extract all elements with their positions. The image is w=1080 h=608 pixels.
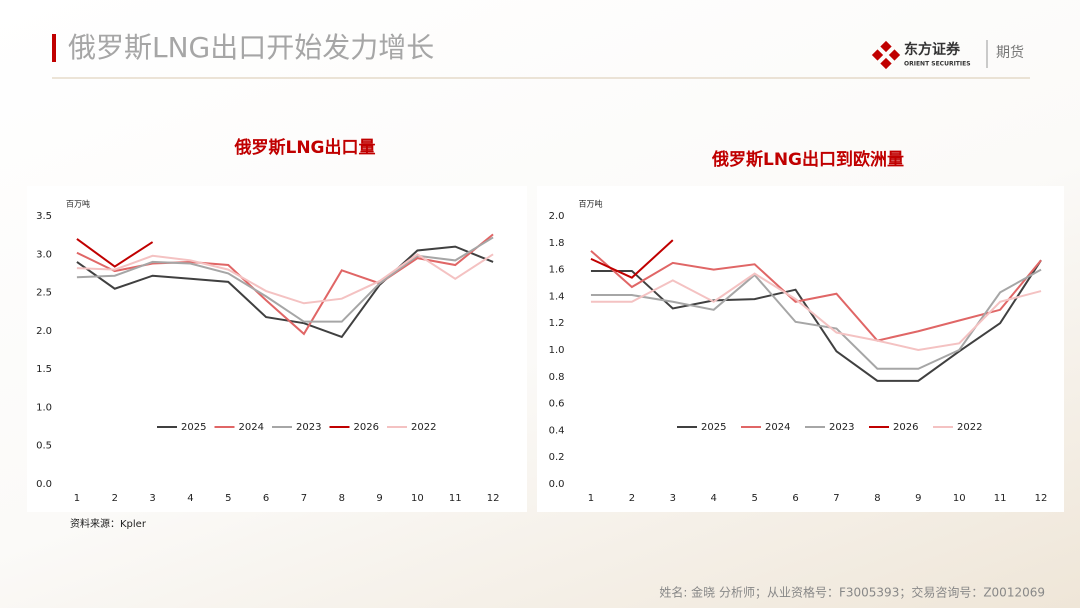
chart-panel: [27, 186, 527, 512]
chart-title: 俄罗斯LNG出口量: [233, 137, 375, 158]
y-tick-label: 0.0: [549, 479, 565, 490]
x-tick-label: 7: [833, 493, 839, 504]
y-tick-label: 1.6: [549, 265, 565, 276]
legend-label: 2023: [296, 422, 321, 433]
x-tick-label: 6: [792, 493, 798, 504]
legend-label: 2024: [765, 422, 790, 433]
y-tick-label: 0.8: [549, 372, 565, 383]
y-axis-unit: 百万吨: [579, 199, 603, 209]
y-tick-label: 1.0: [36, 402, 52, 413]
y-tick-label: 0.2: [549, 452, 565, 463]
legend-label: 2025: [701, 422, 726, 433]
legend-label: 2023: [829, 422, 854, 433]
x-tick-label: 10: [411, 493, 424, 504]
x-tick-label: 3: [670, 493, 676, 504]
legend-label: 2022: [411, 422, 436, 433]
y-tick-label: 0.5: [36, 441, 52, 452]
y-tick-label: 1.5: [36, 364, 52, 375]
legend-label: 2026: [893, 422, 918, 433]
y-tick-label: 3.0: [36, 249, 52, 260]
x-tick-label: 2: [629, 493, 635, 504]
series-line: [590, 268, 1042, 370]
legend-label: 2024: [239, 422, 264, 433]
series-line: [590, 250, 1042, 342]
y-tick-label: 0.6: [549, 399, 565, 410]
x-tick-label: 3: [149, 493, 155, 504]
x-tick-label: 2: [112, 493, 118, 504]
chart-title: 俄罗斯LNG出口到欧洲量: [711, 149, 904, 170]
x-tick-label: 12: [1035, 493, 1048, 504]
title-accent: [52, 34, 56, 62]
y-tick-label: 0.0: [36, 479, 52, 490]
series-line: [76, 238, 154, 268]
legend-label: 2025: [181, 422, 206, 433]
x-tick-label: 12: [487, 493, 500, 504]
series-line: [590, 272, 1042, 352]
x-tick-label: 9: [376, 493, 382, 504]
y-tick-label: 1.4: [549, 291, 565, 302]
x-tick-label: 9: [915, 493, 921, 504]
footer: 姓名: 金晓 分析师；从业资格号：F3005393；交易咨询号：Z0012069: [659, 585, 1045, 600]
x-tick-label: 8: [339, 493, 345, 504]
series-line: [590, 239, 674, 279]
x-tick-label: 11: [449, 493, 462, 504]
x-tick-label: 6: [263, 493, 269, 504]
x-tick-label: 5: [751, 493, 757, 504]
x-tick-label: 7: [301, 493, 307, 504]
slide-title: 俄罗斯LNG出口开始发力增长: [68, 31, 434, 64]
logo-sub: ORIENT SECURITIES: [904, 61, 971, 68]
y-tick-label: 2.5: [36, 288, 52, 299]
source: 资料来源：Kpler: [70, 517, 147, 530]
series-line: [76, 253, 494, 305]
logo: 东方证券 ORIENT SECURITIES 期货: [871, 40, 1024, 70]
x-tick-label: 10: [953, 493, 966, 504]
chart-panel: [537, 186, 1064, 512]
y-tick-label: 3.5: [36, 211, 52, 222]
x-tick-label: 1: [588, 493, 594, 504]
legend-label: 2026: [354, 422, 379, 433]
logo-text: 东方证券: [904, 41, 961, 58]
series-line: [590, 259, 1042, 382]
series-line: [76, 236, 494, 323]
y-tick-label: 1.0: [549, 345, 565, 356]
y-tick-label: 2.0: [549, 211, 565, 222]
brand-right: 期货: [996, 44, 1024, 61]
x-tick-label: 5: [225, 493, 231, 504]
y-tick-label: 2.0: [36, 326, 52, 337]
y-tick-label: 1.8: [549, 238, 565, 249]
x-tick-label: 11: [994, 493, 1007, 504]
x-tick-label: 8: [874, 493, 880, 504]
y-axis-unit: 百万吨: [66, 199, 90, 209]
x-tick-label: 4: [187, 493, 193, 504]
legend-label: 2022: [957, 422, 982, 433]
x-tick-label: 4: [711, 493, 717, 504]
x-tick-label: 1: [74, 493, 80, 504]
y-tick-label: 1.2: [549, 318, 565, 329]
y-tick-label: 0.4: [549, 425, 565, 436]
series-line: [76, 245, 494, 339]
